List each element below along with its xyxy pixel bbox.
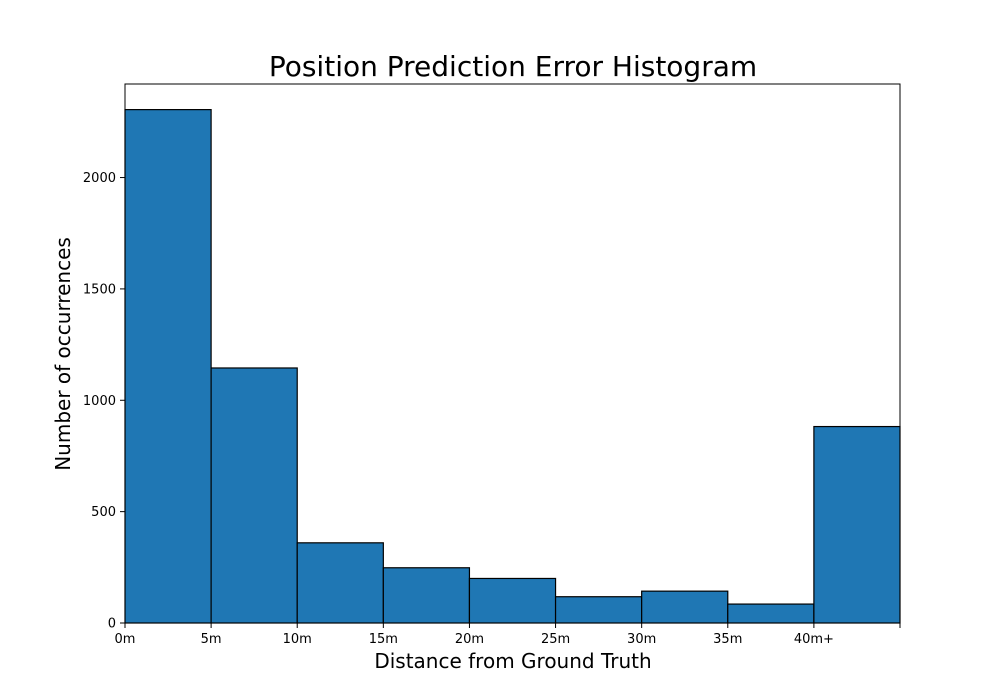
- histogram-bar: [727, 603, 815, 624]
- y-tick-label: 2000: [83, 171, 116, 186]
- histogram-bar: [554, 596, 643, 624]
- x-tick-label: 30m: [627, 632, 656, 647]
- x-tick-label: 0m: [115, 632, 136, 647]
- bars-group: [124, 109, 901, 624]
- histogram-bar: [813, 425, 901, 624]
- y-tick-label: 500: [91, 505, 116, 520]
- x-ticks-group: 0m 5m 10m 15m 20m 25m 30m 35m 40m+: [115, 623, 901, 647]
- x-tick-label: 20m: [455, 632, 484, 647]
- x-tick-label: 25m: [541, 632, 570, 647]
- histogram-bar: [641, 590, 729, 624]
- plot-frame: [124, 83, 901, 624]
- x-tick-label: 10m: [283, 632, 312, 647]
- chart-title: Position Prediction Error Histogram: [269, 50, 757, 83]
- x-tick-label: 15m: [369, 632, 398, 647]
- y-tick-label: 1000: [83, 394, 116, 409]
- histogram-bar: [468, 577, 557, 624]
- histogram-bar: [296, 542, 384, 624]
- x-tick-label: 35m: [713, 632, 742, 647]
- x-tick-label: 5m: [201, 632, 222, 647]
- histogram-bar: [124, 109, 212, 624]
- y-axis-label: Number of occurrences: [51, 237, 75, 471]
- histogram-bar: [210, 367, 298, 624]
- x-axis-label: Distance from Ground Truth: [374, 649, 651, 673]
- y-tick-label: 0: [108, 617, 116, 632]
- y-tick-label: 1500: [83, 282, 116, 297]
- y-ticks-group: 0 500 1000 1500 2000: [83, 171, 125, 632]
- x-tick-label: 40m+: [794, 632, 834, 647]
- histogram-bar: [382, 567, 471, 624]
